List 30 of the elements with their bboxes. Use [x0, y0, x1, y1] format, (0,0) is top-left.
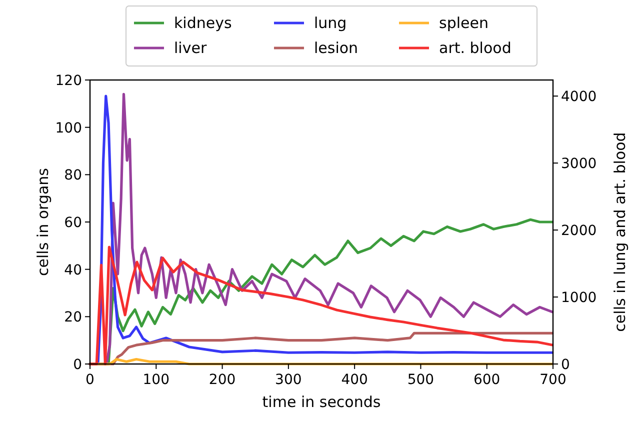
- legend-label: liver: [174, 39, 208, 57]
- y-tick-label: 40: [64, 262, 82, 278]
- y-tick-label: 0: [73, 357, 82, 373]
- y-tick-label: 60: [64, 215, 82, 231]
- x-tick-label: 600: [473, 372, 500, 388]
- legend-label: spleen: [439, 14, 488, 32]
- y-axis-title: cells in organs: [34, 168, 52, 276]
- x-tick-label: 400: [341, 372, 368, 388]
- x-tick-label: 500: [407, 372, 434, 388]
- x-axis-title: time in seconds: [262, 393, 381, 411]
- legend-label: kidneys: [174, 14, 232, 32]
- x-tick-label: 700: [540, 372, 566, 388]
- y-tick-label: 120: [55, 73, 82, 89]
- legend-label: lesion: [314, 39, 358, 57]
- x-tick-label: 200: [208, 372, 236, 388]
- y2-tick-label: 1000: [561, 290, 597, 306]
- y-tick-label: 80: [64, 168, 82, 184]
- x-tick-label: 300: [275, 372, 302, 388]
- x-tick-label: 100: [142, 372, 170, 388]
- legend-label: art. blood: [439, 39, 512, 57]
- legend-label: lung: [314, 14, 347, 32]
- line-series: [88, 246, 554, 366]
- y2-axis-title: cells in lung and art. blood: [611, 132, 629, 332]
- y2-tick-label: 3000: [561, 156, 597, 172]
- y2-tick-label: 4000: [561, 89, 597, 106]
- y-tick-label: 100: [55, 120, 82, 136]
- x-tick-label: 0: [86, 372, 94, 388]
- y2-tick-label: 2000: [561, 223, 597, 240]
- y2-tick-label: 0: [561, 357, 570, 373]
- y-tick-label: 20: [64, 310, 82, 326]
